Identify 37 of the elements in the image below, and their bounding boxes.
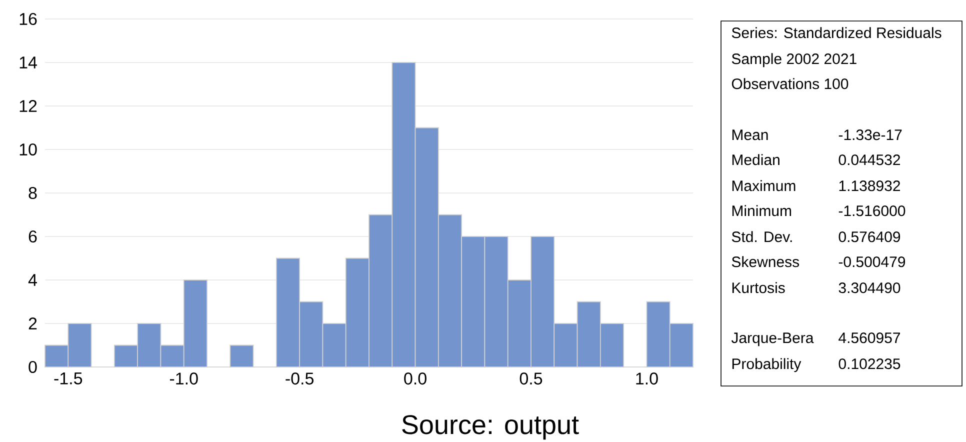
- text: Probability: [732, 358, 802, 372]
- text: Observations 100: [732, 78, 848, 90]
- y-tick-label: 8: [28, 186, 37, 200]
- y-tick-label: 14: [20, 56, 37, 68]
- text: Std. Dev.: [732, 231, 792, 242]
- text: -1.33e-17: [838, 130, 902, 140]
- text: -1.516000: [838, 206, 906, 216]
- y-tick-label: 6: [28, 230, 37, 243]
- x-tick-label: 0.5: [520, 372, 542, 385]
- text: 0.576409: [838, 232, 900, 242]
- source-note: Source: output: [402, 415, 579, 440]
- text: Kurtosis: [732, 282, 785, 294]
- text: 0.102235: [838, 358, 900, 370]
- x-tick-label: -1.0: [170, 372, 198, 385]
- text: Series: Standardized Residuals: [732, 27, 942, 38]
- text: Mean: [732, 130, 768, 140]
- text: 0.044532: [838, 154, 900, 166]
- text: Median: [732, 154, 780, 166]
- text: -0.500479: [838, 256, 906, 268]
- x-tick-label: 0.0: [404, 372, 426, 385]
- y-tick-label: 10: [20, 143, 37, 156]
- text: Skewness: [732, 256, 800, 268]
- y-tick-label: 0: [28, 360, 37, 374]
- y-tick-label: 12: [20, 100, 37, 112]
- x-tick-label: 1.0: [636, 372, 658, 385]
- text: 1.138932: [839, 180, 900, 192]
- y-tick-label: 2: [28, 318, 37, 330]
- x-tick-label: -0.5: [286, 372, 314, 385]
- text: Sample 2002 2021: [732, 53, 856, 68]
- text: Jarque-Bera: [731, 332, 814, 346]
- text: 4.560957: [838, 332, 900, 344]
- text: Maximum: [732, 180, 796, 192]
- x-tick-label: -1.5: [54, 372, 82, 384]
- y-tick-label: 16: [20, 12, 37, 26]
- text: Minimum: [732, 205, 792, 216]
- y-tick-label: 4: [28, 274, 37, 286]
- text: 3.304490: [838, 282, 900, 294]
